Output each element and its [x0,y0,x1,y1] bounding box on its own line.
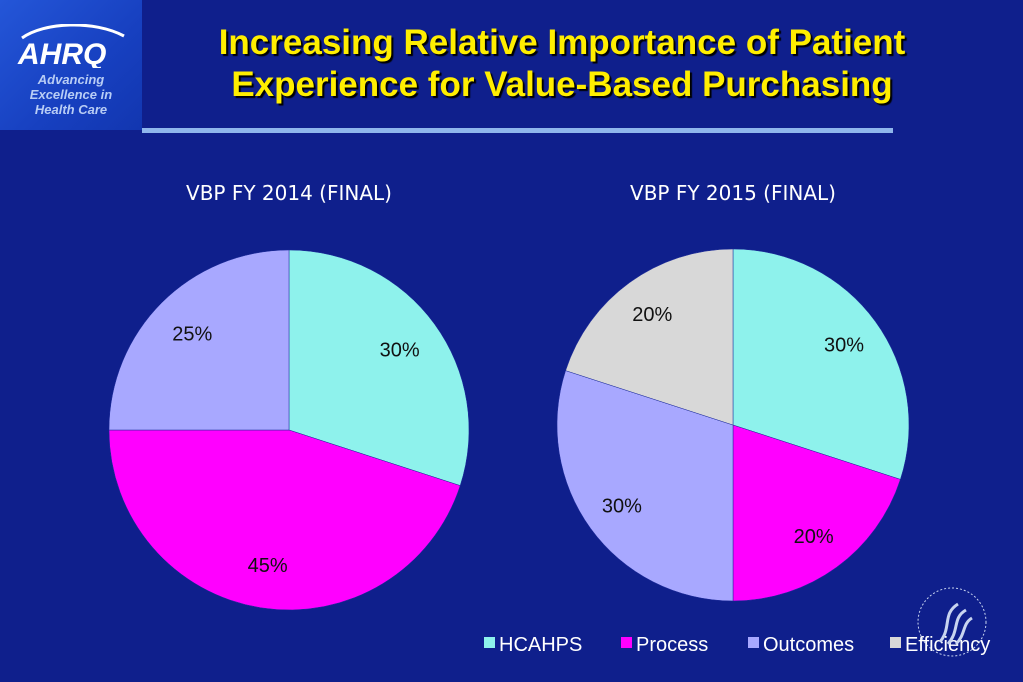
slice-label: 45% [248,555,288,577]
chart-title: VBP FY 2015 (FINAL) [630,181,836,205]
slice-label: 20% [632,304,672,326]
pie-slice-outcomes [556,370,734,602]
pie-slice-hcahps [732,248,910,480]
logo-tagline: Advancing Excellence in Health Care [0,72,142,117]
pie-slice-hcahps [288,249,470,486]
pie-slice-efficiency [565,248,734,426]
legend-label: Outcomes [763,634,854,656]
page-title-line: Increasing Relative Importance of Patien… [218,23,906,62]
chart-title: VBP FY 2014 (FINAL) [186,181,392,205]
pie-slice-process [108,429,461,611]
legend-swatch-hcahps [484,637,495,648]
hhs-seal-icon [917,587,987,657]
logo-swoosh-icon [21,24,125,40]
page-title: Increasing Relative Importance of Patien… [152,22,972,106]
pie-slice-process [732,424,901,602]
slice-label: 25% [172,323,212,345]
title-divider [142,128,893,133]
legend-swatch-outcomes [748,637,759,648]
legend-swatch-process [621,637,632,648]
legend-label: HCAHPS [499,634,582,656]
ahrq-logo-mark: AHRQ [17,24,125,68]
ahrq-logo: AHRQ Advancing Excellence in Health Care [0,0,142,130]
logo-wordmark: AHRQ [17,38,106,68]
slice-label: 20% [794,526,834,548]
slice-label: 30% [824,334,864,356]
page-title-line: Experience for Value-Based Purchasing [231,65,893,104]
logo-tagline-line: Advancing [37,72,105,87]
slice-label: 30% [380,340,420,362]
logo-tagline-line: Excellence in [29,87,113,102]
legend-label: Process [636,634,708,656]
logo-tagline-line: Health Care [34,102,108,117]
legend-swatch-efficiency [890,637,901,648]
pie-slice-outcomes [108,249,290,431]
legend-label: Efficiency [905,634,990,656]
slice-label: 30% [602,496,642,518]
